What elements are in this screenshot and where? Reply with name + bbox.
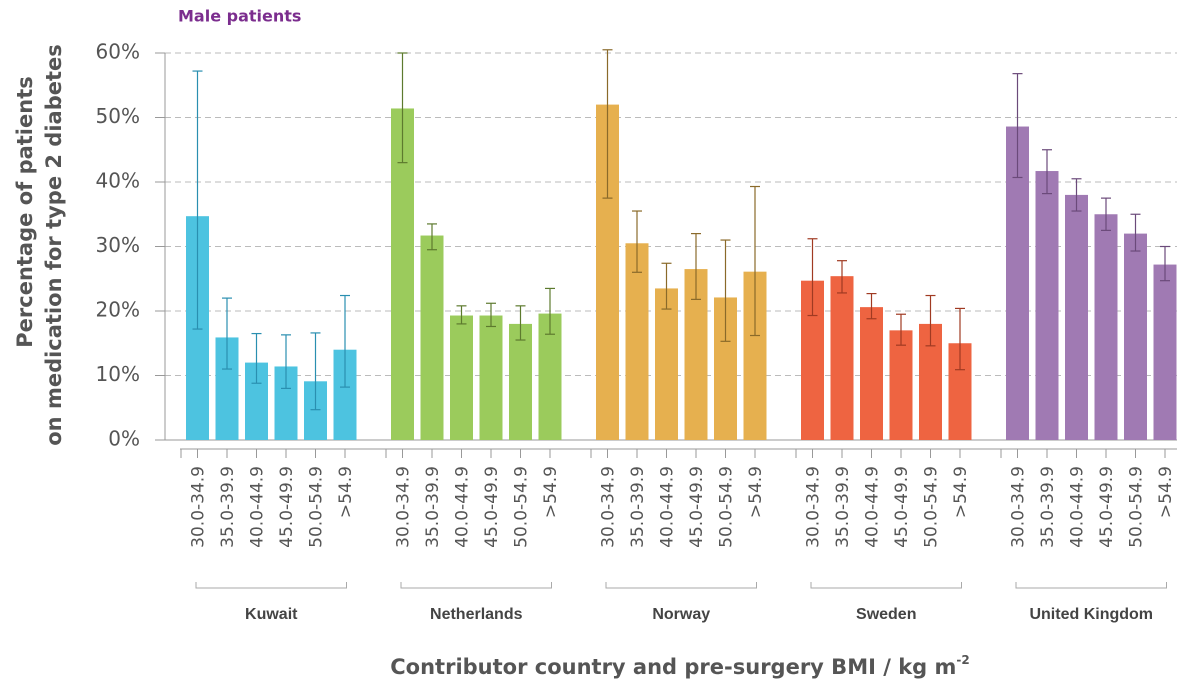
y-tick-label: 50% [96, 104, 140, 128]
bar [655, 288, 678, 440]
bar [743, 271, 767, 440]
bar [684, 269, 708, 440]
y-tick-label: 10% [96, 362, 140, 386]
x-tick-label: 45.0-49.9 [482, 466, 502, 548]
bar [538, 313, 562, 440]
bar [1094, 214, 1118, 440]
x-tick-label: 45.0-49.9 [277, 466, 297, 548]
bar [1065, 194, 1088, 440]
x-tick-label: 30.0-34.9 [1009, 466, 1029, 548]
bar [1124, 233, 1147, 440]
x-tick-label: 40.0-44.9 [658, 466, 678, 548]
bar [801, 280, 824, 440]
x-tick-label: 30.0-34.9 [189, 466, 209, 548]
y-axis-label: on medication for type 2 diabetes [42, 44, 66, 446]
x-tick-label: 40.0-44.9 [1068, 466, 1088, 548]
bar [889, 330, 913, 440]
bar [714, 297, 737, 440]
group-label: United Kingdom [1029, 606, 1153, 623]
x-tick-label: >54.9 [1156, 466, 1176, 518]
y-tick-label: 20% [96, 298, 140, 322]
bar [391, 108, 414, 440]
bar [596, 104, 619, 440]
y-tick-label: 30% [96, 233, 140, 257]
group-bracket [1015, 582, 1167, 589]
x-axis-label-main: Contributor country and pre-surgery BMI … [390, 655, 956, 679]
bar [625, 243, 649, 440]
bar [860, 307, 883, 440]
bar [420, 235, 444, 440]
bar [479, 315, 503, 440]
x-tick-label: >54.9 [951, 466, 971, 518]
x-tick-label: 35.0-39.9 [423, 466, 443, 548]
x-tick-label: 50.0-54.9 [922, 466, 942, 548]
x-tick-label: 45.0-49.9 [1097, 466, 1117, 548]
bar [333, 349, 357, 440]
x-tick-label: 50.0-54.9 [717, 466, 737, 548]
y-tick-label: 60% [96, 40, 140, 64]
x-tick-label: 35.0-39.9 [628, 466, 648, 548]
x-tick-label: 40.0-44.9 [863, 466, 883, 548]
x-tick-label: 50.0-54.9 [307, 466, 327, 548]
y-axis-label: Percentage of patients [13, 76, 37, 347]
x-tick-label: 45.0-49.9 [687, 466, 707, 548]
bar [1035, 171, 1059, 440]
bar [948, 343, 972, 440]
bar [830, 276, 854, 440]
y-tick-label: 40% [96, 169, 140, 193]
x-tick-label: >54.9 [336, 466, 356, 518]
group-label: Norway [652, 606, 710, 623]
x-tick-label: 30.0-34.9 [804, 466, 824, 548]
x-tick-label: >54.9 [541, 466, 561, 518]
bar [450, 315, 473, 440]
group-bracket [195, 582, 347, 589]
bar [215, 337, 239, 440]
group-label: Kuwait [245, 606, 298, 623]
x-tick-label: 50.0-54.9 [1127, 466, 1147, 548]
x-tick-label: 35.0-39.9 [833, 466, 853, 548]
bar [304, 381, 327, 440]
x-tick-label: >54.9 [746, 466, 766, 518]
group-label: Netherlands [430, 606, 523, 623]
x-tick-label: 35.0-39.9 [218, 466, 238, 548]
group-bracket [605, 582, 757, 589]
x-axis-label-sup: -2 [956, 653, 969, 667]
group-bracket [400, 582, 552, 589]
x-tick-label: 30.0-34.9 [599, 466, 619, 548]
bar [1006, 126, 1029, 440]
group-label: Sweden [856, 606, 916, 623]
x-tick-label: 50.0-54.9 [512, 466, 532, 548]
y-tick-label: 0% [108, 427, 140, 451]
bar [509, 323, 532, 440]
x-tick-label: 30.0-34.9 [394, 466, 414, 548]
x-tick-label: 40.0-44.9 [453, 466, 473, 548]
x-tick-label: 45.0-49.9 [892, 466, 912, 548]
bar [274, 366, 298, 440]
bar [245, 362, 268, 440]
x-tick-label: 40.0-44.9 [248, 466, 268, 548]
chart-subtitle: Male patients [178, 7, 301, 26]
x-axis-label: Contributor country and pre-surgery BMI … [390, 653, 969, 680]
x-tick-label: 35.0-39.9 [1038, 466, 1058, 548]
bar [1153, 264, 1177, 440]
bar [919, 323, 942, 440]
group-bracket [810, 582, 962, 589]
